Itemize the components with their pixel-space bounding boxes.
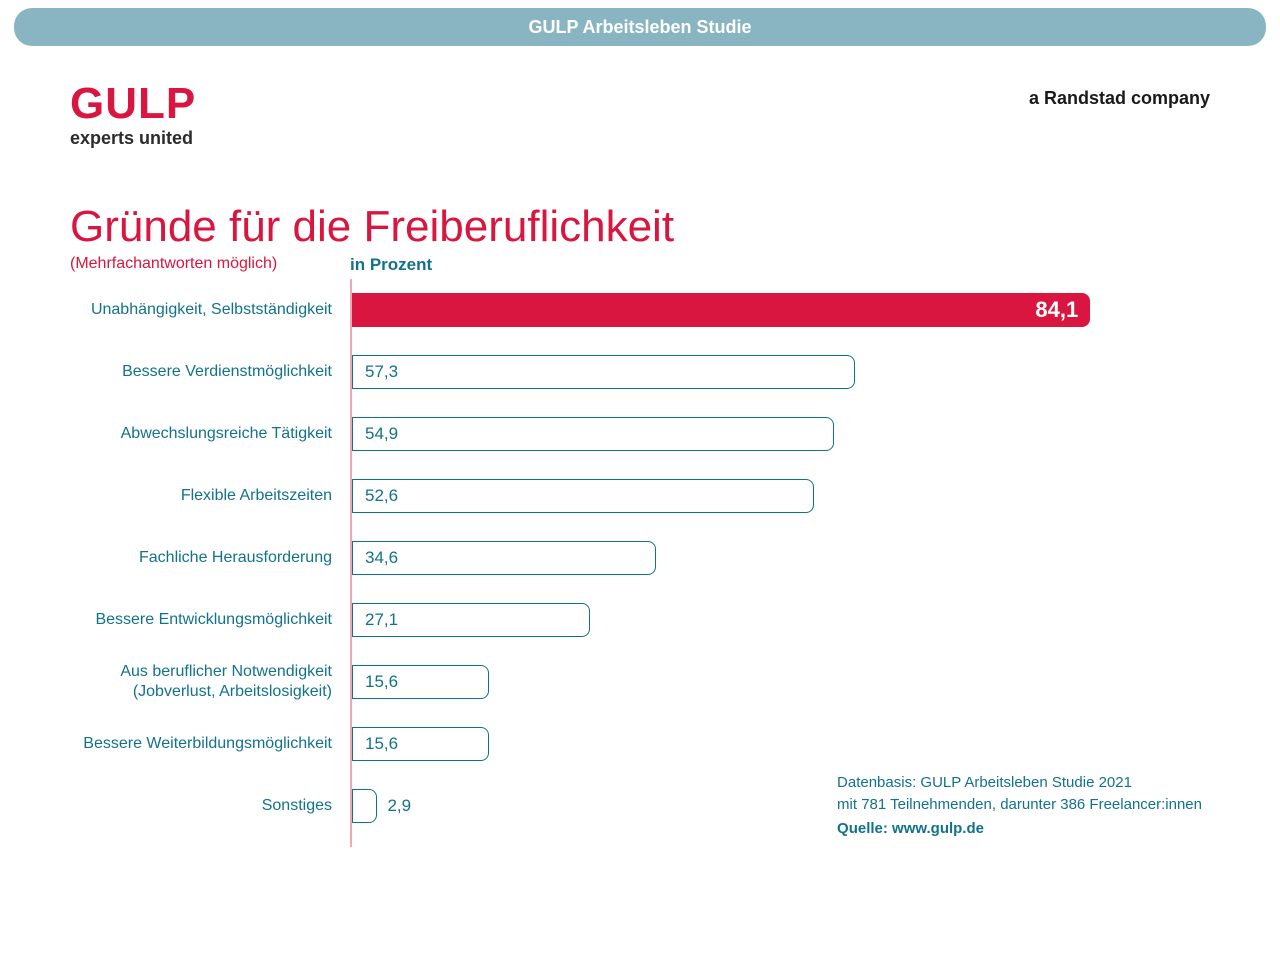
logo: GULP experts united <box>70 82 196 149</box>
bar-label: Bessere Weiterbildungsmöglichkeit <box>70 734 350 754</box>
bar: 84,1 <box>352 293 1090 327</box>
top-banner: GULP Arbeitsleben Studie <box>14 8 1266 46</box>
chart-area: Unabhängigkeit, Selbstständigkeit Bessere… <box>70 279 1210 847</box>
bar: 15,6 <box>352 727 489 761</box>
bar-value: 15,6 <box>365 672 398 692</box>
bar: 54,9 <box>352 417 834 451</box>
labels-column: Unabhängigkeit, Selbstständigkeit Bessere… <box>70 279 350 847</box>
bar-value: 52,6 <box>365 486 398 506</box>
bar: 15,6 <box>352 665 489 699</box>
bar: 27,1 <box>352 603 590 637</box>
bar-label: Fachliche Herausforderung <box>70 548 350 568</box>
bar-value: 84,1 <box>1035 297 1078 323</box>
bar-label: Bessere Verdienstmöglichkeit <box>70 362 350 382</box>
footer-line1: Datenbasis: GULP Arbeitsleben Studie 202… <box>837 772 1202 794</box>
bar-label: Sonstiges <box>70 796 350 816</box>
logo-sub: experts united <box>70 128 196 149</box>
bar-value: 34,6 <box>365 548 398 568</box>
title-block: Gründe für die Freiberuflichkeit (Mehrfa… <box>0 149 1280 273</box>
bar-label: Abwechslungsreiche Tätigkeit <box>70 424 350 444</box>
banner-text: GULP Arbeitsleben Studie <box>528 17 751 38</box>
bar: 57,3 <box>352 355 855 389</box>
bar-value: 15,6 <box>365 734 398 754</box>
bar-value: 27,1 <box>365 610 398 630</box>
chart-title: Gründe für die Freiberuflichkeit <box>70 203 1280 251</box>
bar: 52,6 <box>352 479 814 513</box>
bars-column: 84,1 57,3 54,9 52,6 34,6 27,1 15,6 15,6 2,9 <box>350 279 1210 847</box>
footer-line2: mit 781 Teilnehmenden, darunter 386 Free… <box>837 794 1202 816</box>
bar-value: 54,9 <box>365 424 398 444</box>
bar-value: 2,9 <box>387 796 411 816</box>
bar <box>352 789 377 823</box>
header-row: GULP experts united a Randstad company <box>0 46 1280 149</box>
chart-subtitle: (Mehrfachantworten möglich) <box>70 255 1280 273</box>
logo-main: GULP <box>70 82 196 126</box>
chart: in Prozent Unabhängigkeit, Selbstständig… <box>0 279 1280 847</box>
bar-value: 57,3 <box>365 362 398 382</box>
bar: 34,6 <box>352 541 656 575</box>
footer-note: Datenbasis: GULP Arbeitsleben Studie 202… <box>837 772 1202 839</box>
bar-label: Bessere Entwicklungsmöglichkeit <box>70 610 350 630</box>
company-tag: a Randstad company <box>1029 88 1210 109</box>
bar-label: Flexible Arbeitszeiten <box>70 486 350 506</box>
footer-source: Quelle: www.gulp.de <box>837 818 1202 840</box>
bar-label: Aus beruflicher Notwendigkeit (Jobverlus… <box>70 662 350 702</box>
y-axis-label: in Prozent <box>350 255 432 275</box>
bar-label: Unabhängigkeit, Selbstständigkeit <box>70 300 350 320</box>
